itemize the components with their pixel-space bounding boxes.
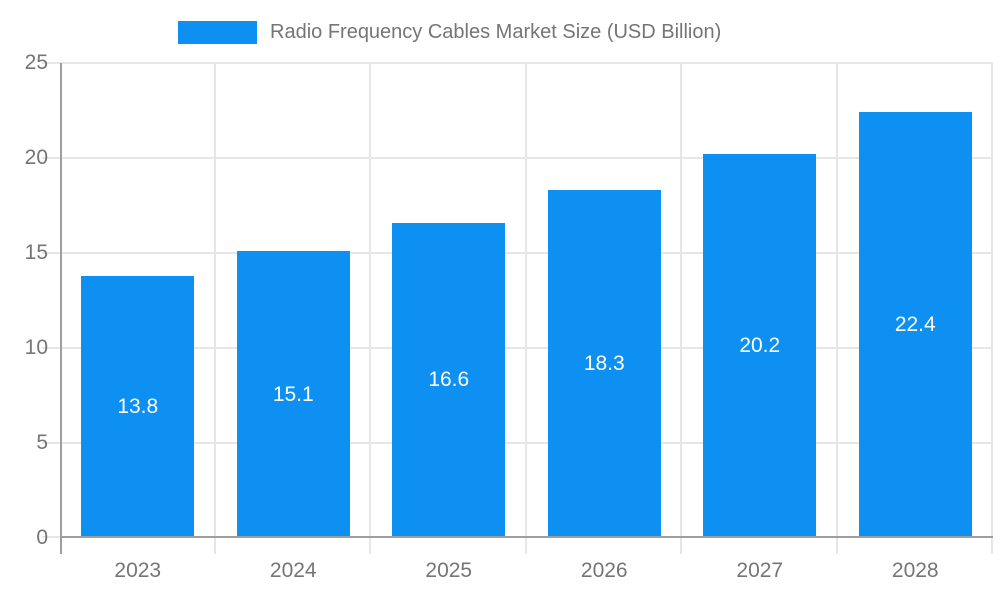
- bar-value-label: 18.3: [583, 352, 625, 376]
- legend-swatch: [178, 21, 257, 44]
- gridline-vertical: [524, 63, 527, 554]
- y-tick-label: 25: [24, 51, 48, 74]
- y-axis-tick: [42, 536, 60, 538]
- gridline-vertical: [369, 63, 371, 554]
- gridline-vertical: [991, 63, 993, 554]
- gridline-vertical: [835, 63, 838, 554]
- bar-value-label: 16.6: [428, 368, 470, 392]
- bar[interactable]: 16.6: [392, 222, 506, 538]
- bar[interactable]: 15.1: [236, 251, 350, 538]
- gridline-vertical: [680, 63, 682, 554]
- bar-value-label: 20.2: [739, 334, 781, 358]
- bar[interactable]: 22.4: [858, 112, 972, 538]
- x-tick-label: 2026: [580, 559, 628, 582]
- y-tick-label: 20: [24, 146, 48, 169]
- plot-area: 13.8 15.1 16.6 18.3 20.2 22.4: [42, 62, 993, 554]
- x-tick-label: 2025: [425, 559, 473, 582]
- gridline-horizontal: [42, 62, 993, 64]
- gridline-horizontal: [42, 157, 993, 159]
- y-tick-label: 5: [36, 431, 48, 454]
- y-tick-label: 0: [36, 526, 48, 549]
- x-axis-line: [60, 536, 993, 538]
- bar[interactable]: 13.8: [81, 275, 195, 538]
- bar[interactable]: 18.3: [547, 190, 661, 538]
- legend-label: Radio Frequency Cables Market Size (USD …: [270, 21, 722, 43]
- x-tick-label: 2027: [736, 559, 784, 582]
- legend: Radio Frequency Cables Market Size (USD …: [178, 21, 721, 44]
- gridline-horizontal: [42, 442, 993, 444]
- gridline-vertical: [213, 63, 216, 554]
- gridline-horizontal: [42, 252, 993, 254]
- gridline-horizontal: [42, 347, 993, 349]
- x-tick-label: 2024: [269, 559, 317, 582]
- y-tick-label: 15: [24, 241, 48, 264]
- y-tick-label: 10: [24, 336, 48, 359]
- bar-value-label: 13.8: [117, 394, 159, 418]
- bar-value-label: 22.4: [894, 313, 936, 337]
- bar[interactable]: 20.2: [703, 154, 817, 538]
- bar-value-label: 15.1: [272, 382, 314, 406]
- x-tick-label: 2023: [114, 559, 162, 582]
- x-tick-label: 2028: [891, 559, 939, 582]
- y-axis-line: [60, 63, 62, 554]
